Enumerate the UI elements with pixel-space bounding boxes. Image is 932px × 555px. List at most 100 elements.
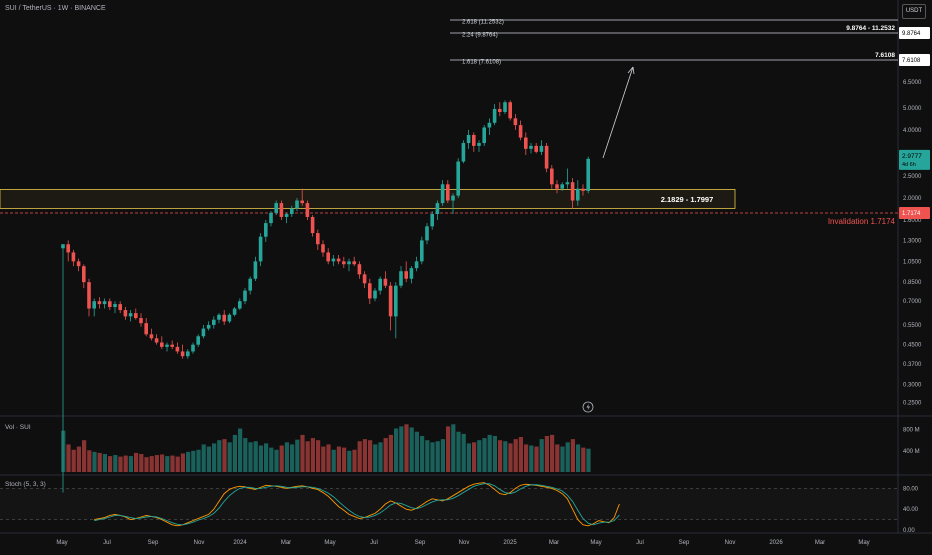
candle-body	[336, 258, 341, 262]
volume-bar	[347, 450, 352, 472]
candle-body	[284, 214, 289, 217]
candle-body	[383, 278, 388, 286]
time-axis-label: Sep	[148, 540, 159, 546]
candle-body	[524, 137, 528, 149]
candle-body	[430, 214, 434, 227]
price-axis-tick-label: 1.3000	[903, 238, 922, 244]
volume-bar	[388, 434, 393, 472]
candle-body	[451, 195, 455, 201]
symbol-title[interactable]: SUI / TetherUS · 1W · BINANCE	[5, 5, 106, 12]
time-axis-label: Nov	[194, 540, 205, 546]
time-axis-label: Jul	[636, 540, 644, 546]
candle-body	[201, 328, 206, 337]
stoch-pane-label[interactable]: Stoch (5, 3, 3)	[5, 481, 46, 488]
candle-body	[534, 145, 538, 152]
candle-body	[409, 268, 414, 279]
time-axis-label: Nov	[725, 540, 736, 546]
candle-body	[290, 208, 294, 215]
currency-badge[interactable]: USDT	[902, 4, 926, 19]
volume-bar	[123, 455, 128, 472]
candle-body	[466, 134, 471, 144]
volume-bar	[331, 449, 336, 472]
price-axis-tick-label: 0.4500	[903, 343, 922, 349]
candle-body	[196, 336, 200, 345]
volume-bar	[440, 439, 445, 472]
time-axis-label: May	[590, 540, 601, 546]
candle-body	[456, 161, 460, 196]
candle-body	[331, 258, 336, 262]
lightning-bolt-glyph	[586, 403, 590, 411]
volume-bar	[451, 424, 456, 472]
candle-body	[565, 182, 570, 185]
volume-bar	[279, 445, 284, 472]
volume-bar	[113, 455, 118, 472]
candle-body	[180, 351, 185, 357]
target-axis-badge-bg	[899, 54, 930, 66]
volume-bar	[544, 435, 549, 472]
candle-body	[279, 203, 284, 217]
price-axis-tick-label: 0.5500	[903, 323, 922, 329]
time-axis-label: May	[56, 540, 67, 546]
volume-bar	[66, 444, 71, 472]
candle-body	[414, 261, 419, 269]
candle-body	[550, 168, 554, 185]
candle-body	[92, 301, 96, 309]
candle-body	[477, 143, 481, 146]
candle-body	[368, 283, 372, 299]
volume-pane-label[interactable]: Vol · SUI	[5, 424, 31, 431]
volume-bar	[269, 447, 274, 472]
candle-body	[388, 285, 393, 317]
candle-body	[576, 188, 580, 201]
candle-body	[113, 304, 117, 308]
price-axis-tick-label: 6.5000	[903, 80, 922, 86]
candle-body	[560, 184, 564, 189]
price-axis-tick-label: 1.6000	[903, 218, 922, 224]
candle-body	[310, 216, 315, 234]
price-axis-tick-label: 0.8500	[903, 280, 922, 286]
candle-body	[170, 344, 174, 347]
volume-bar	[274, 449, 279, 472]
fib-target-label: 7.6108	[875, 52, 895, 59]
candle-body	[258, 236, 263, 262]
volume-bar	[97, 452, 102, 472]
candle-body	[362, 274, 367, 284]
volume-bar	[466, 443, 471, 472]
volume-bar	[498, 440, 503, 472]
countdown-label: 4d 6h	[902, 162, 916, 168]
price-axis-badge-bg	[899, 149, 930, 170]
candle-body	[539, 145, 544, 152]
price-axis-tick-label: 0.3700	[903, 362, 922, 368]
volume-bar	[222, 439, 227, 472]
candle-body	[165, 344, 169, 347]
candle-body	[139, 318, 143, 324]
volume-bar	[108, 456, 113, 472]
volume-bar	[550, 434, 555, 472]
stoch-axis-tick-label: 80.00	[903, 486, 919, 492]
candle-body	[321, 244, 325, 253]
price-axis-tick-label: 5.0000	[903, 106, 922, 112]
volume-bar	[82, 440, 87, 472]
volume-bar	[139, 453, 144, 472]
volume-bar	[264, 443, 269, 472]
candle-body	[544, 145, 549, 169]
volume-bar	[165, 456, 170, 472]
volume-bar	[560, 446, 565, 472]
candle-body	[581, 188, 585, 191]
time-axis-label: 2024	[233, 540, 247, 546]
fib-level-label: 2.24 (9.8764)	[462, 33, 498, 39]
volume-bar	[581, 447, 586, 472]
candle-body	[498, 108, 502, 112]
candle-body	[175, 346, 180, 352]
candle-body	[342, 261, 346, 265]
volume-bar	[492, 435, 497, 472]
volume-bar	[435, 441, 440, 472]
candle-body	[76, 261, 81, 267]
candle-body	[134, 313, 138, 319]
volume-bar	[430, 442, 435, 472]
time-axis-label: Sep	[679, 540, 690, 546]
volume-bar	[352, 449, 357, 472]
candle-body	[123, 310, 128, 317]
volume-bar	[368, 440, 373, 472]
candle-body	[347, 261, 351, 265]
